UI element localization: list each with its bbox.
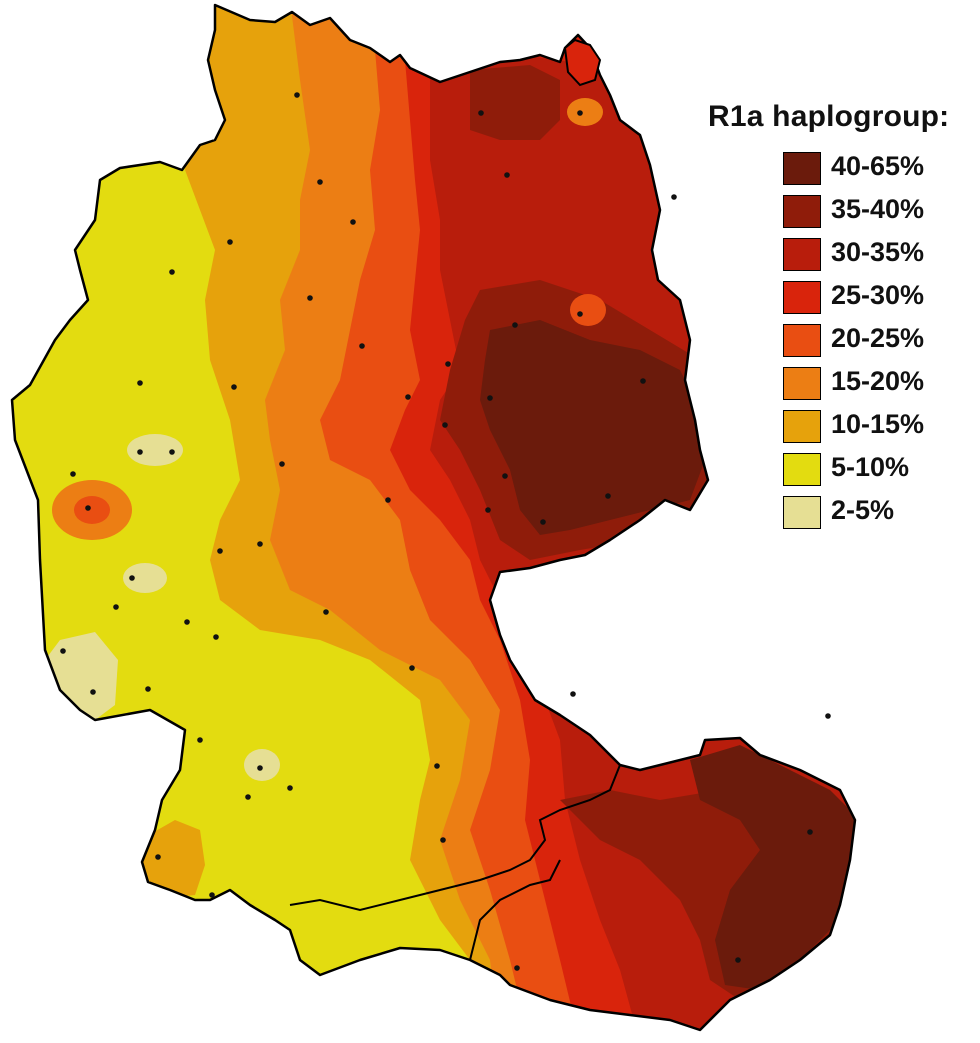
sample-point	[169, 449, 175, 455]
sample-point	[485, 507, 491, 513]
sample-point	[209, 892, 215, 898]
sample-point	[129, 575, 135, 581]
sample-point	[825, 713, 831, 719]
legend: R1a haplogroup: 40-65% 35-40% 30-35% 25-30%…	[708, 100, 968, 529]
pocket-2-5-b	[123, 563, 167, 593]
sample-point	[385, 497, 391, 503]
sample-point	[478, 110, 484, 116]
sample-point	[640, 378, 646, 384]
island-north	[563, 38, 602, 87]
pocket-15-20-north	[567, 98, 603, 126]
sample-point	[409, 665, 415, 671]
internal-border-austria	[289, 764, 621, 912]
sample-point	[257, 765, 263, 771]
pocket-20-25-north	[570, 294, 606, 326]
sample-point	[512, 322, 518, 328]
sample-point	[502, 473, 508, 479]
zone-35-40	[470, 65, 560, 140]
zone-40-65	[480, 320, 705, 535]
legend-swatch	[783, 195, 821, 228]
sample-point	[504, 172, 510, 178]
sample-point	[445, 361, 451, 367]
sample-point	[90, 689, 96, 695]
sample-dots	[60, 92, 831, 971]
sample-point	[137, 449, 143, 455]
legend-label: 40-65%	[831, 151, 925, 181]
legend-label: 10-15%	[831, 409, 925, 439]
sample-point	[231, 384, 237, 390]
sample-point	[294, 92, 300, 98]
legend-swatch	[783, 453, 821, 486]
sample-point	[213, 634, 219, 640]
sample-point	[350, 219, 356, 225]
sample-point	[197, 737, 203, 743]
sample-point	[359, 343, 365, 349]
legend-label: 20-25%	[831, 323, 925, 353]
legend-swatch	[783, 281, 821, 314]
sample-point	[85, 505, 91, 511]
sample-point	[440, 837, 446, 843]
legend-swatch	[783, 496, 821, 529]
sample-point	[671, 194, 677, 200]
sample-point	[577, 311, 583, 317]
zone-40-65-south	[690, 745, 855, 990]
sample-point	[217, 548, 223, 554]
sample-point	[137, 380, 143, 386]
sample-point	[257, 541, 263, 547]
sample-point	[540, 519, 546, 525]
legend-label: 25-30%	[831, 280, 925, 310]
sample-point	[807, 829, 813, 835]
legend-label: 5-10%	[831, 452, 910, 482]
sample-point	[434, 763, 440, 769]
sample-point	[184, 619, 190, 625]
sample-point	[317, 179, 323, 185]
legend-swatch	[783, 152, 821, 185]
sample-point	[405, 394, 411, 400]
sample-point	[245, 794, 251, 800]
legend-label: 35-40%	[831, 194, 925, 224]
pocket-10-15-south	[140, 820, 205, 898]
sample-point	[307, 295, 313, 301]
internal-border-east	[469, 859, 561, 961]
sample-point	[60, 648, 66, 654]
sample-point	[577, 110, 583, 116]
legend-swatch	[783, 367, 821, 400]
sample-point	[514, 965, 520, 971]
legend-title: R1a haplogroup:	[708, 100, 950, 133]
sample-point	[227, 239, 233, 245]
legend-swatch	[783, 410, 821, 443]
sample-point	[442, 422, 448, 428]
legend-swatch	[783, 324, 821, 357]
sample-point	[70, 471, 76, 477]
sample-point	[735, 957, 741, 963]
sample-point	[145, 686, 151, 692]
pocket-2-5-a	[127, 434, 183, 466]
sample-point	[323, 609, 329, 615]
sample-point	[570, 691, 576, 697]
sample-point	[169, 269, 175, 275]
sample-point	[113, 604, 119, 610]
sample-point	[287, 785, 293, 791]
legend-swatch	[783, 238, 821, 271]
legend-label: 15-20%	[831, 366, 925, 396]
sample-point	[605, 493, 611, 499]
sample-point	[155, 854, 161, 860]
sample-point	[487, 395, 493, 401]
sample-point	[279, 461, 285, 467]
legend-label: 30-35%	[831, 237, 925, 267]
pocket-2-5-d	[244, 749, 280, 781]
pocket-20-25-west	[74, 496, 110, 524]
legend-label: 2-5%	[831, 495, 895, 525]
